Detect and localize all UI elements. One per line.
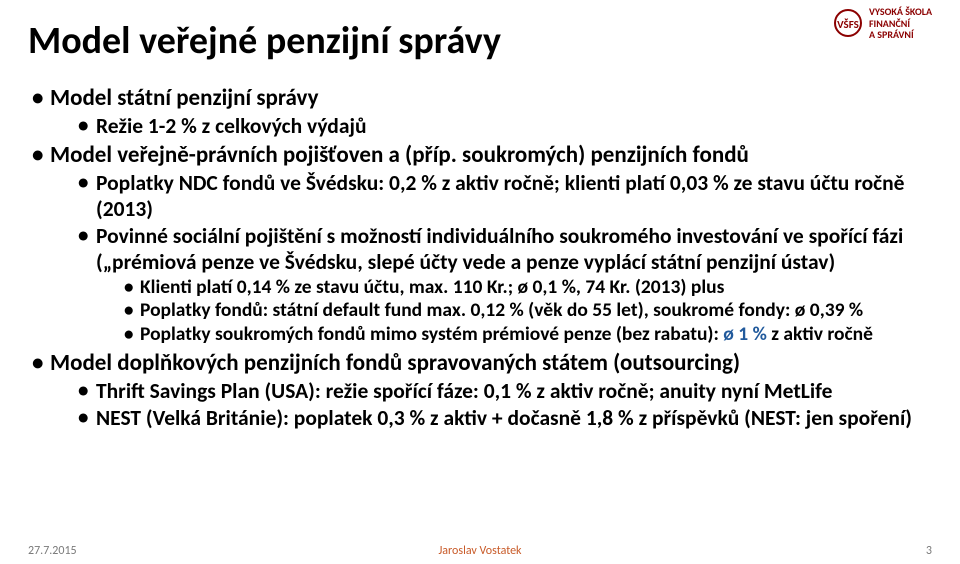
sub-bullet-item: Režie 1-2 % z celkových výdajů <box>76 113 932 139</box>
bullet-list: Model státní penzijní správy Režie 1-2 %… <box>28 84 932 431</box>
subsub-bullet-item: Poplatky soukromých fondů mimo systém pr… <box>122 323 932 347</box>
bullet-item: Model veřejně-právních pojišťoven a (pří… <box>28 141 932 347</box>
bullet-text: Poplatky soukromých fondů mimo systém pr… <box>140 322 723 346</box>
institution-logo: VŠFS VYSOKÁ ŠKOLA FINANČNÍ A SPRÁVNÍ <box>833 6 932 41</box>
sub-bullet-item: Poplatky NDC fondů ve Švédsku: 0,2 % z a… <box>76 170 932 222</box>
slide-title: Model veřejné penzijní správy <box>28 18 932 64</box>
bullet-item: Model doplňkových penzijních fondů sprav… <box>28 349 932 431</box>
bullet-text: Model státní penzijní správy <box>50 84 319 112</box>
sub-bullet-item: NEST (Velká Británie): poplatek 0,3 % z … <box>76 405 932 431</box>
bullet-text: Thrift Savings Plan (USA): režie spořící… <box>96 378 832 404</box>
bullet-text: NEST (Velká Británie): poplatek 0,3 % z … <box>96 405 912 431</box>
logo-text: VYSOKÁ ŠKOLA FINANČNÍ A SPRÁVNÍ <box>869 6 932 41</box>
logo-line1: VYSOKÁ ŠKOLA <box>869 6 932 18</box>
bullet-text: Režie 1-2 % z celkových výdajů <box>96 113 366 139</box>
bullet-text: Poplatky fondů: státní default fund max.… <box>140 298 863 322</box>
footer-page: 3 <box>926 544 932 558</box>
subsub-bullet-item: Klienti platí 0,14 % ze stavu účtu, max.… <box>122 276 932 300</box>
slide-footer: 27.7.2015 Jaroslav Vostatek 3 <box>0 544 960 558</box>
sub-bullet-item: Povinné sociální pojištění s možností in… <box>76 223 932 347</box>
logo-icon: VŠFS <box>833 8 863 38</box>
bullet-text: Povinné sociální pojištění s možností in… <box>96 223 903 275</box>
footer-author: Jaroslav Vostatek <box>438 544 521 558</box>
logo-line3: A SPRÁVNÍ <box>869 29 932 41</box>
footer-date: 27.7.2015 <box>28 544 77 558</box>
bullet-text: z aktiv ročně <box>767 322 873 346</box>
bullet-text: Poplatky NDC fondů ve Švédsku: 0,2 % z a… <box>96 170 905 222</box>
bullet-text: Model veřejně-právních pojišťoven a (pří… <box>50 141 749 169</box>
bullet-text: Model doplňkových penzijních fondů sprav… <box>50 349 740 377</box>
bullet-text: Klienti platí 0,14 % ze stavu účtu, max.… <box>140 275 724 299</box>
subsub-bullet-item: Poplatky fondů: státní default fund max.… <box>122 299 932 323</box>
svg-text:VŠFS: VŠFS <box>837 18 859 31</box>
bullet-item: Model státní penzijní správy Režie 1-2 %… <box>28 84 932 139</box>
bullet-text-highlight: ø 1 % <box>723 322 767 346</box>
sub-bullet-item: Thrift Savings Plan (USA): režie spořící… <box>76 378 932 404</box>
